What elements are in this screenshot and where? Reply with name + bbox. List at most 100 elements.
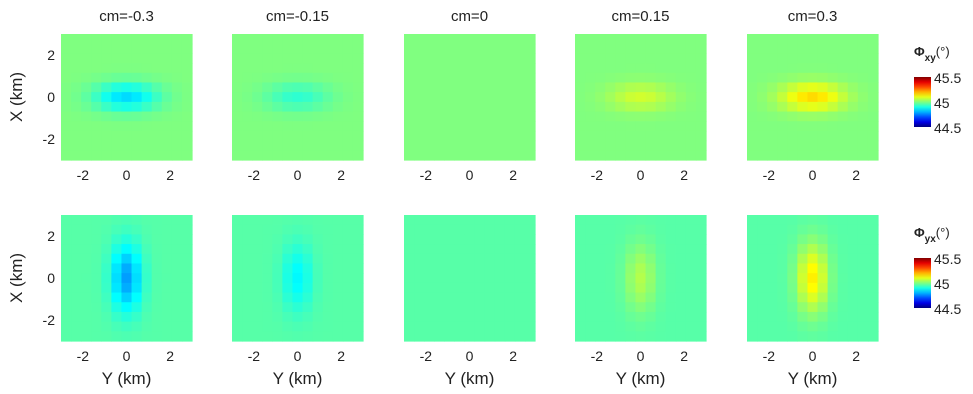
heatmap-cell xyxy=(504,331,516,342)
heatmap-cell xyxy=(757,253,768,265)
heatmap-cell xyxy=(807,234,819,245)
heatmap-cell xyxy=(504,302,516,313)
heatmap-cell xyxy=(625,130,637,142)
heatmap-cell xyxy=(232,244,243,255)
heatmap-cell xyxy=(71,331,82,342)
heatmap-cell xyxy=(121,53,133,64)
heatmap-cell xyxy=(665,63,677,74)
heatmap-cell xyxy=(81,273,92,284)
heatmap-cell xyxy=(352,224,364,235)
heatmap-cell xyxy=(434,82,445,93)
heatmap-cell xyxy=(635,215,647,226)
heatmap-cell xyxy=(171,72,183,84)
heatmap-cell xyxy=(767,121,778,132)
heatmap-cell xyxy=(767,53,778,64)
heatmap-cell xyxy=(121,244,133,255)
heatmap-cell xyxy=(111,263,123,274)
heatmap-cell xyxy=(141,253,153,265)
heatmap-cell xyxy=(777,292,788,303)
heatmap-cell xyxy=(575,224,586,235)
heatmap-cell xyxy=(857,53,869,64)
heatmap-cell xyxy=(141,63,153,74)
heatmap-cell xyxy=(635,321,647,332)
heatmap-cell xyxy=(434,101,445,113)
heatmap-cell xyxy=(665,224,677,235)
heatmap-cell xyxy=(464,82,476,93)
heatmap-cell xyxy=(685,53,697,64)
heatmap-cell xyxy=(867,101,879,113)
heatmap-cell xyxy=(171,82,183,93)
heatmap-cell xyxy=(665,244,677,255)
heatmap-cell xyxy=(767,311,778,323)
heatmap-cell xyxy=(332,253,344,265)
heatmap-cell xyxy=(242,321,253,332)
heatmap-cell xyxy=(464,234,476,245)
heatmap-cell xyxy=(454,234,466,245)
heatmap-cell xyxy=(282,140,294,151)
heatmap-cell xyxy=(777,63,788,74)
heatmap-cell xyxy=(494,244,506,255)
heatmap-cell xyxy=(131,34,143,45)
heatmap-cell xyxy=(847,234,859,245)
heatmap-cell xyxy=(615,82,626,93)
heatmap-cell xyxy=(585,273,596,284)
heatmap-cell xyxy=(615,282,626,294)
heatmap-cell xyxy=(777,82,788,93)
heatmap-cell xyxy=(575,111,586,122)
heatmap-cell xyxy=(302,82,314,93)
heatmap-cell xyxy=(777,311,788,323)
heatmap-cell xyxy=(665,92,677,103)
heatmap-cell xyxy=(272,253,283,265)
heatmap-cell xyxy=(414,321,425,332)
heatmap-cell xyxy=(494,263,506,274)
heatmap-cell xyxy=(695,150,707,161)
heatmap-cell xyxy=(342,263,354,274)
heatmap-cell xyxy=(464,140,476,151)
heatmap-cell xyxy=(685,140,697,151)
heatmap-cell xyxy=(332,63,344,74)
heatmap-cell xyxy=(242,150,253,161)
heatmap-cell xyxy=(675,130,687,142)
heatmap-cell xyxy=(817,263,829,274)
heatmap-cell xyxy=(332,43,344,54)
heatmap-cell xyxy=(454,224,466,235)
heatmap-cell xyxy=(111,140,123,151)
heatmap-cell xyxy=(171,101,183,113)
heatmap-cell xyxy=(867,34,879,45)
heatmap-cell xyxy=(302,253,314,265)
heatmap-cell xyxy=(101,140,112,151)
heatmap-cell xyxy=(857,34,869,45)
heatmap-cell xyxy=(161,273,173,284)
heatmap-cell xyxy=(807,292,819,303)
heatmap-cell xyxy=(91,292,102,303)
heatmap-cell xyxy=(777,331,788,342)
heatmap-cell xyxy=(847,82,859,93)
heatmap-cell xyxy=(484,263,496,274)
heatmap-cell xyxy=(342,82,354,93)
heatmap-cell xyxy=(615,311,626,323)
heatmap-cell xyxy=(484,130,496,142)
heatmap-cell xyxy=(282,150,294,161)
heatmap-cell xyxy=(767,234,778,245)
heatmap-cell xyxy=(262,292,273,303)
heatmap-cell xyxy=(645,244,657,255)
heatmap-cell xyxy=(585,53,596,64)
heatmap-cell xyxy=(121,101,133,113)
heatmap-cell xyxy=(817,43,829,54)
heatmap-cell xyxy=(414,331,425,342)
heatmap-cell xyxy=(232,253,243,265)
heatmap-cell xyxy=(434,253,445,265)
heatmap-cell xyxy=(242,34,253,45)
heatmap-cell xyxy=(484,244,496,255)
heatmap-cell xyxy=(464,43,476,54)
heatmap-cell xyxy=(837,111,849,122)
heatmap-cell xyxy=(404,140,415,151)
heatmap-cell xyxy=(635,111,647,122)
heatmap-cell xyxy=(434,72,445,84)
heatmap-cell xyxy=(121,140,133,151)
x-tick-label: 0 xyxy=(466,348,474,364)
heatmap-cell xyxy=(444,121,455,132)
heatmap-cell xyxy=(81,34,92,45)
x-axis-label: Y (km) xyxy=(273,369,323,388)
heatmap-cell xyxy=(171,273,183,284)
